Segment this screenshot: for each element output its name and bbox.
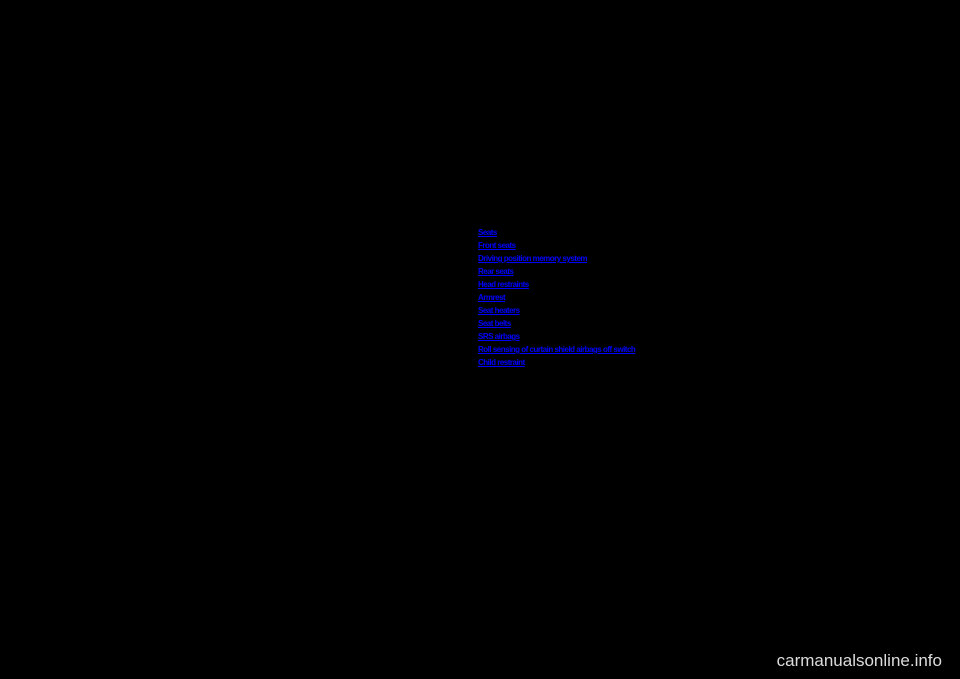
link-seats[interactable]: Seats [478,226,635,239]
section-link-list: Seats Front seats Driving position memor… [478,226,635,369]
link-seat-heaters[interactable]: Seat heaters [478,304,635,317]
link-rear-seats[interactable]: Rear seats [478,265,635,278]
link-front-seats[interactable]: Front seats [478,239,635,252]
link-head-restraints[interactable]: Head restraints [478,278,635,291]
link-roll-sensing-switch[interactable]: Roll sensing of curtain shield airbags o… [478,343,635,356]
manual-page: Seats Front seats Driving position memor… [0,0,960,679]
link-seat-belts[interactable]: Seat belts [478,317,635,330]
link-driving-position-memory[interactable]: Driving position memory system [478,252,635,265]
link-srs-airbags[interactable]: SRS airbags [478,330,635,343]
link-armrest[interactable]: Armrest [478,291,635,304]
watermark-text: carmanualsonline.info [777,651,942,671]
link-child-restraint[interactable]: Child restraint [478,356,635,369]
